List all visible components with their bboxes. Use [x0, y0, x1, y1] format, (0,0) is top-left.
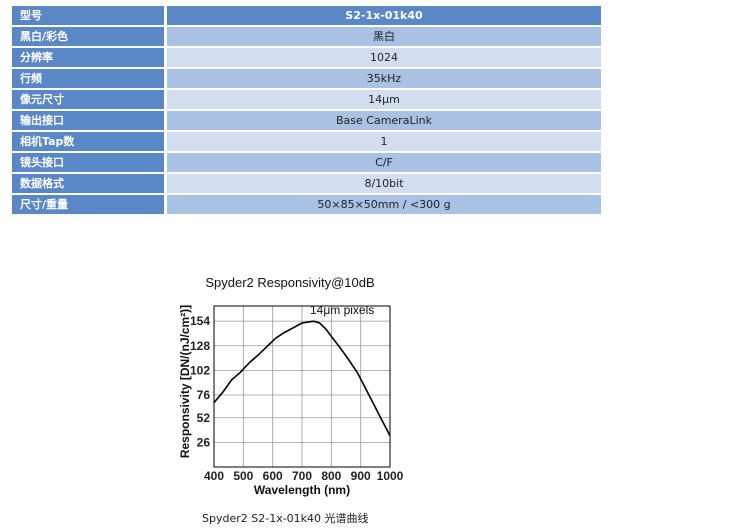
spec-value: 14μm	[164, 90, 601, 109]
spec-value: 黑白	[164, 27, 601, 46]
x-tick-label: 400	[204, 469, 224, 483]
spec-row: 像元尺寸 14μm	[12, 90, 601, 109]
spec-value: 35kHz	[164, 69, 601, 88]
spec-key: 相机Tap数	[12, 132, 164, 151]
y-tick-label: 52	[197, 411, 211, 425]
y-tick-label: 26	[197, 435, 211, 449]
spec-value: 1	[164, 132, 601, 151]
chart-annotation: 14μm pixels	[310, 303, 374, 317]
y-tick-label: 154	[190, 314, 210, 328]
spec-value: 1024	[164, 48, 601, 67]
y-axis-label: Responsivity [DN/(nJ/cm²)]	[178, 305, 192, 458]
spec-value: Base CameraLink	[164, 111, 601, 130]
spec-key: 像元尺寸	[12, 90, 164, 109]
spec-key: 黑白/彩色	[12, 27, 164, 46]
spec-row: 镜头接口 C/F	[12, 153, 601, 172]
spec-key: 数据格式	[12, 174, 164, 193]
spec-value: C/F	[164, 153, 601, 172]
spec-row: 行频 35kHz	[12, 69, 601, 88]
x-tick-label: 1000	[377, 469, 404, 483]
chart-caption: Spyder2 S2-1x-01k40 光谱曲线	[202, 512, 369, 525]
spec-key: 分辨率	[12, 48, 164, 67]
series-line	[213, 320, 391, 437]
spec-key: 行频	[12, 69, 164, 88]
x-tick-label: 500	[233, 469, 253, 483]
spec-row: 分辨率 1024	[12, 48, 601, 67]
spec-row: 输出接口 Base CameraLink	[12, 111, 601, 130]
x-tick-label: 600	[263, 469, 283, 483]
plot-frame	[213, 305, 391, 468]
spec-row: 黑白/彩色 黑白	[12, 27, 601, 46]
spec-value: S2-1x-01k40	[164, 6, 601, 25]
y-tick-label: 76	[197, 388, 211, 402]
spec-table: 型号 S2-1x-01k40 黑白/彩色 黑白 分辨率 1024 行频 35kHz 像元尺寸 14…	[12, 4, 601, 216]
responsivity-chart: 400 500 600 700 800 900 1000 26 52 76 102 128 154 Spy…	[170, 266, 410, 511]
x-tick-label: 900	[351, 469, 371, 483]
x-axis-label: Wavelength (nm)	[254, 483, 350, 497]
x-tick-label: 700	[292, 469, 312, 483]
chart-svg: 400 500 600 700 800 900 1000 26 52 76 102 128 154 Spy…	[178, 275, 404, 497]
chart-title: Spyder2 Responsivity@10dB	[205, 275, 374, 290]
x-tick-label: 800	[321, 469, 341, 483]
spec-row: 尺寸/重量 50×85×50mm / <300 g	[12, 195, 601, 214]
spec-key: 型号	[12, 6, 164, 25]
spec-row: 相机Tap数 1	[12, 132, 601, 151]
spec-row: 型号 S2-1x-01k40	[12, 6, 601, 25]
y-tick-label: 102	[190, 363, 210, 377]
y-tick-label: 128	[190, 339, 210, 353]
spec-value: 50×85×50mm / <300 g	[164, 195, 601, 214]
spec-key: 镜头接口	[12, 153, 164, 172]
spec-value: 8/10bit	[164, 174, 601, 193]
spec-key: 输出接口	[12, 111, 164, 130]
spec-row: 数据格式 8/10bit	[12, 174, 601, 193]
spec-key: 尺寸/重量	[12, 195, 164, 214]
